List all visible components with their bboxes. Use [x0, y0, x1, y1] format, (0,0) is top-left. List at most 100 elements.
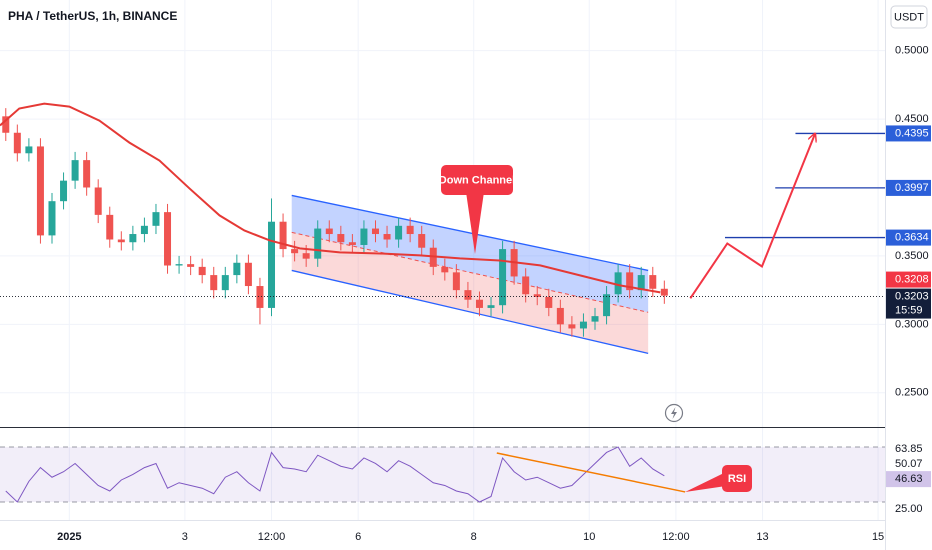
rsi-readout: 63.85	[895, 443, 923, 455]
candle-body	[418, 234, 426, 248]
price-marker-label: 0.3208	[895, 273, 929, 285]
candle-body	[545, 296, 553, 308]
x-tick-label: 15	[872, 531, 884, 543]
rsi-readout: 46.63	[895, 473, 923, 485]
candle-body	[325, 228, 333, 235]
rsi-callout-pointer	[685, 472, 726, 492]
candle-body	[348, 242, 356, 245]
candle-body	[591, 316, 599, 322]
rsi-line	[5, 446, 665, 503]
candle-body	[302, 253, 310, 259]
candle-body	[649, 275, 657, 289]
candle-body	[291, 249, 299, 254]
level-label: 0.3997	[895, 182, 929, 194]
candle-body	[175, 264, 183, 266]
plot: Down Channel RSI	[0, 102, 885, 503]
candle-body	[337, 234, 345, 243]
channel-lower-line	[291, 269, 649, 355]
candle-body	[499, 249, 507, 306]
candle-body	[256, 286, 264, 308]
candle-body	[187, 264, 195, 267]
candle-body	[94, 187, 102, 215]
candle-body	[210, 275, 218, 291]
y-tick-label: 0.4500	[895, 113, 929, 125]
axes: 2025 3 12:00 6 8 10 12:00 13 15 0.2500 0.3000 0.350…	[57, 45, 931, 543]
candle-body	[637, 275, 645, 291]
candle-body	[117, 239, 125, 243]
chart-title: PHA / TetherUS, 1h, BINANCE	[8, 9, 177, 23]
rsi-readout: 50.07	[895, 458, 923, 470]
candle-body	[464, 290, 472, 300]
candle-body	[360, 228, 368, 245]
candle-body	[533, 294, 541, 297]
candle-body	[83, 160, 91, 188]
price-pane	[0, 0, 885, 427]
candle-body	[603, 294, 611, 317]
candle-body	[233, 262, 241, 276]
currency-label[interactable]: USDT	[894, 11, 924, 23]
candle-body	[2, 116, 10, 133]
candle-body	[36, 146, 44, 236]
candle-body	[314, 228, 322, 259]
candle-body	[244, 262, 252, 287]
alert-icon[interactable]	[664, 403, 684, 423]
countdown-label: 15:59	[895, 304, 923, 316]
candle-body	[660, 288, 668, 296]
rsi-callout-label: RSI	[728, 473, 746, 485]
callout-pointer	[466, 192, 484, 254]
candle-body	[487, 305, 495, 308]
candle-body	[279, 221, 287, 250]
candle-body	[13, 132, 21, 154]
y-tick-label: 0.5000	[895, 45, 929, 57]
moving-average-line	[0, 102, 661, 294]
x-tick-label: 8	[471, 531, 477, 543]
alert-icon-bolt[interactable]	[671, 407, 677, 419]
price-marker-box	[886, 271, 931, 288]
candle-body	[441, 266, 449, 273]
level-label: 0.3634	[895, 231, 929, 243]
candle-body	[140, 225, 148, 235]
projection-arrow	[689, 134, 815, 299]
candle-body	[25, 146, 33, 154]
x-tick-label: 3	[182, 531, 188, 543]
candle-body	[522, 276, 530, 295]
candle-body	[106, 214, 114, 240]
y-tick-label: 0.2500	[895, 387, 929, 399]
candle-body	[198, 266, 206, 276]
candle-body	[579, 321, 587, 329]
candle-body	[406, 225, 414, 235]
y-tick-label: 0.3000	[895, 318, 929, 330]
last-price-label: 0.3203	[895, 290, 929, 302]
x-tick-label: 12:00	[662, 531, 690, 543]
y-tick-label: 0.3500	[895, 250, 929, 262]
x-tick-label: 13	[756, 531, 768, 543]
level-label-box	[886, 179, 931, 196]
x-tick-label: 2025	[57, 531, 81, 543]
x-tick-label: 10	[583, 531, 595, 543]
currency-button[interactable]	[890, 5, 928, 29]
candle-body	[60, 180, 68, 202]
candle-body	[371, 228, 379, 235]
level-label: 0.4395	[895, 127, 929, 139]
channel-upper-line	[291, 194, 649, 272]
candle-body	[268, 221, 276, 308]
candle-body	[152, 212, 160, 226]
candle-body	[221, 275, 229, 291]
candle-body	[164, 212, 172, 266]
rsi-tick-label: 25.00	[895, 503, 923, 515]
rsi-divergence	[496, 452, 686, 493]
candle-body	[395, 225, 403, 240]
x-tick-label: 6	[355, 531, 361, 543]
candle-body	[383, 234, 391, 240]
candle-body	[614, 272, 622, 295]
level-label-box	[886, 229, 931, 246]
last-price-box	[886, 288, 931, 319]
candle-body	[71, 160, 79, 181]
candle-body	[626, 272, 634, 291]
rsi-callout-box	[722, 465, 752, 492]
candle-body	[129, 234, 137, 243]
rsi-readout-box	[886, 471, 931, 488]
channel-upper-fill	[291, 195, 649, 313]
callout-label: Down Channel	[439, 174, 515, 186]
